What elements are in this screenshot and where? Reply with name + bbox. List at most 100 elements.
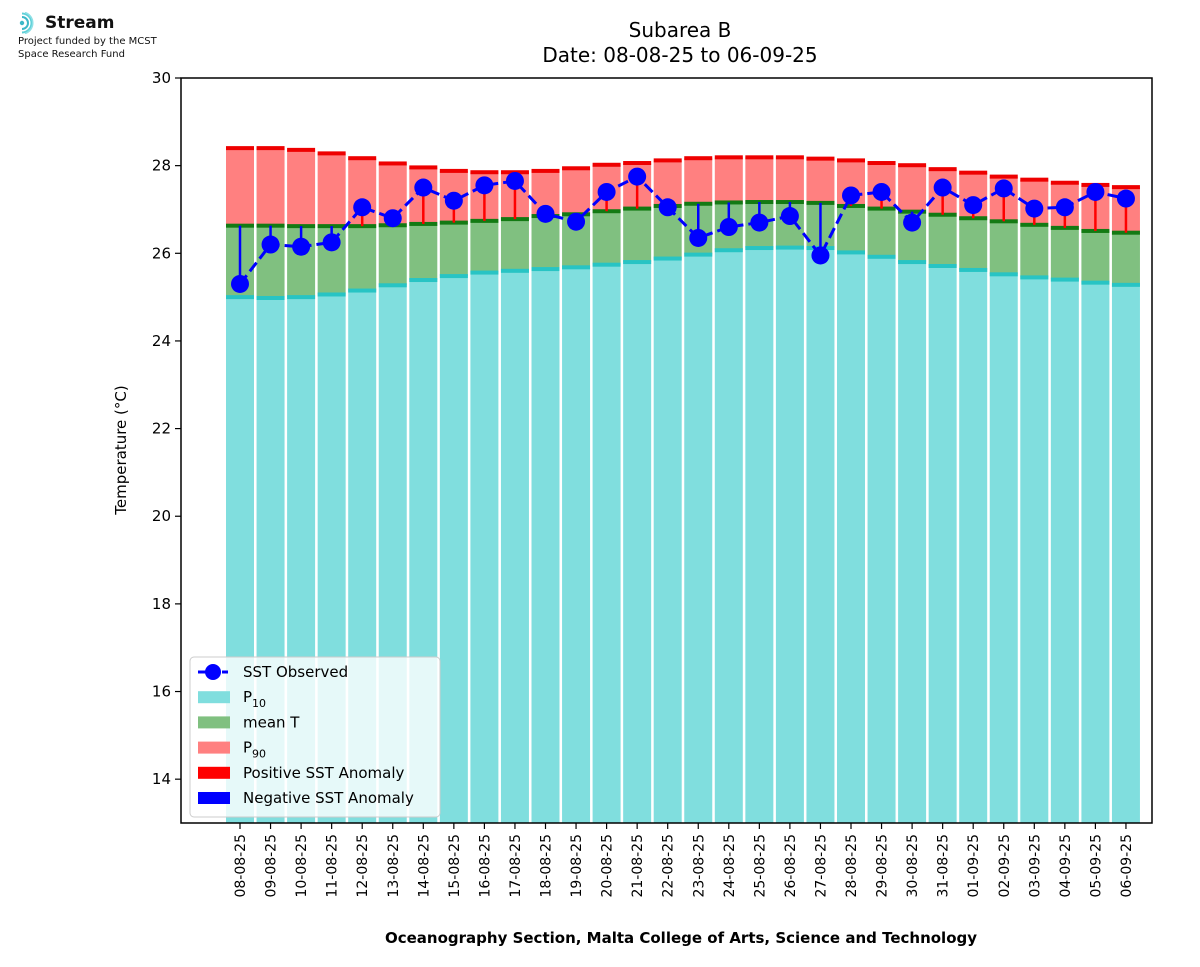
bar-p90-edge <box>317 151 346 156</box>
x-tick-label: 22-08-25 <box>661 834 677 898</box>
bar-p10 <box>959 269 988 824</box>
bar-layer <box>226 146 1140 824</box>
legend-patch-swatch <box>198 792 230 804</box>
bar-p10-edge <box>867 254 896 259</box>
sst-observed-point <box>505 171 524 190</box>
bar-p10 <box>837 252 865 823</box>
bar-p90-edge <box>378 161 407 166</box>
bar-p90 <box>226 148 254 226</box>
sst-observed-point <box>1116 189 1135 208</box>
sst-observed-point <box>353 198 372 217</box>
bar-p10-edge <box>1111 282 1140 287</box>
bar-p10 <box>531 269 560 824</box>
chart-subtitle: Date: 08-08-25 to 06-09-25 <box>542 43 817 67</box>
x-tick-label: 27-08-25 <box>813 834 829 898</box>
y-tick-label: 14 <box>152 770 171 788</box>
footer-credit: Oceanography Section, Malta College of A… <box>385 929 977 947</box>
bar-mean-t <box>1081 230 1110 283</box>
bar-p90 <box>714 157 743 203</box>
bar-p90-edge <box>928 167 957 172</box>
bar-p90-edge <box>959 170 988 175</box>
bar-p10-edge <box>714 248 743 253</box>
bar-p90 <box>684 158 713 204</box>
sst-observed-point <box>719 218 738 236</box>
bar-mean-t <box>1050 227 1079 280</box>
bar-p10-edge <box>226 295 254 300</box>
x-tick-label: 09-08-25 <box>264 834 280 898</box>
legend-patch-swatch <box>198 691 230 704</box>
x-tick-label: 01-09-25 <box>966 834 982 898</box>
x-tick-label: 12-08-25 <box>355 834 371 898</box>
x-tick-label: 15-08-25 <box>447 834 463 898</box>
bar-p10 <box>745 248 774 824</box>
y-tick-label: 26 <box>152 244 171 262</box>
bar-p90 <box>256 148 285 226</box>
bar-p10-edge <box>745 246 774 251</box>
bar-p10-edge <box>928 264 957 269</box>
bar-p10 <box>775 247 804 824</box>
bar-mean-t <box>470 220 499 273</box>
bar-p10 <box>500 270 529 824</box>
bar-p90-edge <box>348 156 377 161</box>
bar-p90-edge <box>287 147 316 152</box>
x-tick-label: 16-08-25 <box>477 834 493 898</box>
y-tick-label: 30 <box>152 69 171 87</box>
bar-p10-edge <box>837 250 865 255</box>
x-tick-label: 04-09-25 <box>1058 834 1074 898</box>
funding-line-1: Project funded by the MCST <box>18 36 157 47</box>
bar-mean-t <box>867 208 896 257</box>
bar-mean-t <box>928 214 957 267</box>
y-tick-label: 28 <box>152 157 171 175</box>
bar-mean-t <box>623 208 652 263</box>
sst-observed-point <box>994 179 1013 198</box>
logo-wordmark: Stream <box>45 13 115 33</box>
bar-p90-edge <box>837 158 865 163</box>
bar-p10 <box>989 274 1018 823</box>
bar-mean-t <box>1111 232 1140 285</box>
sst-observed-point <box>414 178 433 197</box>
sst-observed-point <box>292 237 311 256</box>
bar-p10 <box>470 272 499 823</box>
legend-box <box>189 656 441 818</box>
bar-p10 <box>898 262 927 823</box>
sst-observed-point <box>964 196 983 215</box>
y-tick-label: 24 <box>152 332 171 350</box>
legend-label-subscript: 10 <box>252 697 266 710</box>
bar-p10 <box>1020 277 1049 823</box>
bar-p90-edge <box>653 158 682 163</box>
bar-mean-t <box>592 211 621 265</box>
bar-p90-edge <box>989 174 1018 179</box>
x-tick-label: 30-08-25 <box>905 834 921 898</box>
sst-observed-point <box>811 246 830 265</box>
bar-p10-edge <box>1081 280 1110 285</box>
bar-mean-t <box>959 218 988 270</box>
bar-p90-edge <box>531 168 560 173</box>
y-tick-label: 18 <box>152 595 171 613</box>
bar-p90-edge <box>898 163 927 168</box>
bar-p90-edge <box>226 146 254 151</box>
bar-p10-edge <box>684 252 713 257</box>
bar-p90-edge <box>867 161 896 166</box>
x-tick-label: 26-08-25 <box>783 834 799 898</box>
legend-label: Negative SST Anomaly <box>243 789 414 807</box>
bar-p90 <box>317 153 346 227</box>
bar-p10 <box>867 256 896 823</box>
legend-label-subscript: 90 <box>252 748 266 761</box>
bar-p10 <box>623 262 652 823</box>
bar-p10-edge <box>989 272 1018 277</box>
bar-p90-edge <box>562 166 591 171</box>
bar-p90-edge <box>775 155 804 160</box>
bar-p90 <box>745 157 774 203</box>
x-tick-label: 06-09-25 <box>1119 834 1135 898</box>
bar-p90-edge <box>806 156 835 161</box>
bar-p10 <box>562 267 591 824</box>
y-axis-label: Temperature (°C) <box>112 385 130 515</box>
chart-title: Subarea B <box>629 18 732 42</box>
bar-mean-t <box>989 221 1018 275</box>
x-tick-label: 08-08-25 <box>233 834 249 898</box>
bar-p90-edge <box>256 146 285 151</box>
bar-p10-edge <box>592 262 621 267</box>
x-axis: 08-08-25 09-08-25 10-08-25 11-08-25 12-08-25… <box>233 823 1135 898</box>
bar-p90-edge <box>623 161 652 166</box>
stream-wave-icon <box>19 12 34 34</box>
